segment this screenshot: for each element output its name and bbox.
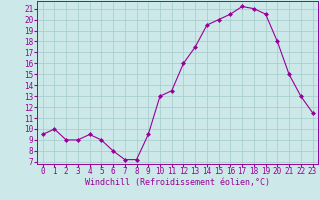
X-axis label: Windchill (Refroidissement éolien,°C): Windchill (Refroidissement éolien,°C) — [85, 178, 270, 187]
